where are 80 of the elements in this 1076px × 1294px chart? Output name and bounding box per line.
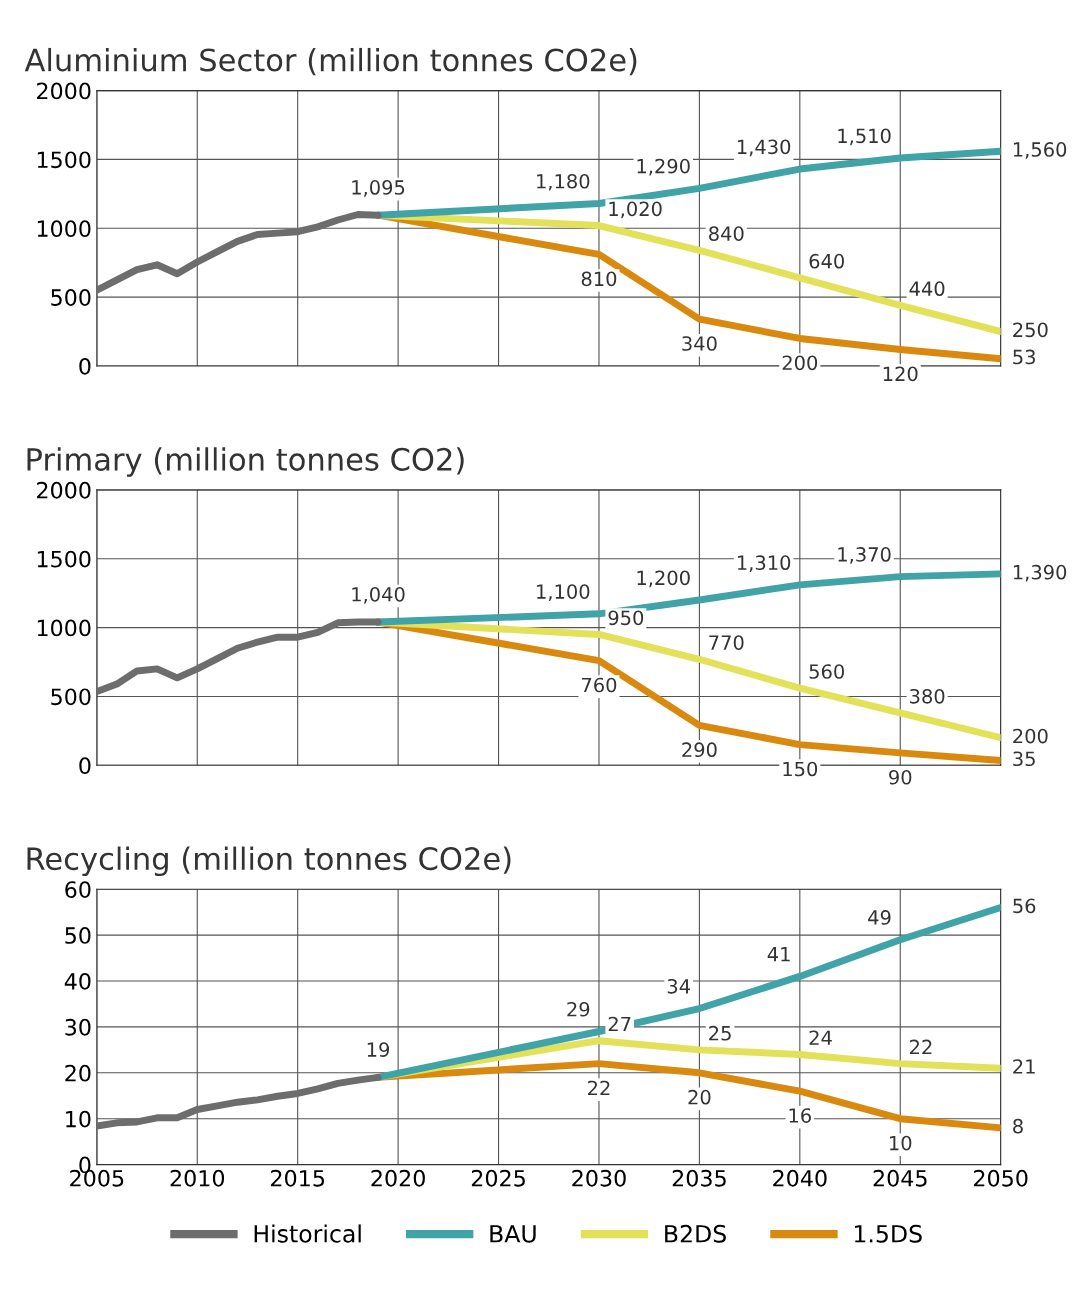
y-tick-label: 50 bbox=[65, 927, 91, 944]
y-tick-label: 40 bbox=[64, 972, 91, 990]
y-tick-label: 2000 bbox=[37, 82, 91, 100]
y-tick-label: 1000 bbox=[37, 619, 91, 637]
legend-label: Historical bbox=[254, 1224, 361, 1243]
data-label: 1,310 bbox=[737, 555, 791, 573]
data-label: 950 bbox=[608, 610, 644, 626]
x-tick-label: 2040 bbox=[773, 1169, 827, 1187]
data-label: 25 bbox=[709, 1025, 731, 1041]
y-tick-label: 500 bbox=[51, 289, 91, 306]
x-tick-label: 2015 bbox=[271, 1169, 325, 1187]
data-label: 19 bbox=[367, 1042, 390, 1057]
data-label: 1,020 bbox=[609, 201, 662, 219]
data-label: 34 bbox=[667, 978, 690, 994]
y-tick-label: 1500 bbox=[37, 550, 91, 568]
data-label: 22 bbox=[588, 1080, 610, 1096]
data-label: 20 bbox=[688, 1089, 711, 1105]
data-label: 200 bbox=[782, 355, 818, 371]
y-tick-label: 500 bbox=[51, 688, 91, 706]
data-label: 1,100 bbox=[537, 584, 590, 601]
data-label: 1,370 bbox=[838, 547, 891, 564]
data-label: 640 bbox=[809, 253, 844, 269]
data-label: 35 bbox=[1013, 751, 1035, 767]
data-label: 1,390 bbox=[1013, 564, 1067, 582]
data-label: 8 bbox=[1013, 1118, 1023, 1134]
data-label: 290 bbox=[682, 742, 717, 758]
data-label: 440 bbox=[909, 281, 945, 297]
x-tick-label: 2010 bbox=[170, 1169, 225, 1187]
data-label: 90 bbox=[889, 769, 912, 785]
data-label: 16 bbox=[789, 1108, 811, 1123]
data-label: 200 bbox=[1013, 728, 1048, 744]
y-tick-label: 0 bbox=[79, 757, 91, 775]
y-tick-label: 0 bbox=[79, 357, 91, 375]
data-label: 1,040 bbox=[352, 586, 405, 604]
data-label: 10 bbox=[890, 1135, 912, 1151]
y-tick-label: 20 bbox=[65, 1064, 91, 1082]
y-tick-label: 10 bbox=[66, 1110, 91, 1128]
data-label: 1,180 bbox=[537, 173, 590, 191]
y-tick-label: 60 bbox=[65, 881, 91, 898]
chart-title: Aluminium Sector (million tonnes CO2e) bbox=[24, 47, 637, 76]
data-label: 1,560 bbox=[1013, 142, 1067, 159]
data-label: 1,290 bbox=[637, 158, 690, 176]
data-label: 1,200 bbox=[637, 570, 690, 588]
data-label: 380 bbox=[910, 688, 945, 704]
data-label: 56 bbox=[1013, 898, 1036, 914]
y-tick-label: 1000 bbox=[37, 220, 91, 238]
data-label: 840 bbox=[709, 226, 744, 241]
data-label: 560 bbox=[809, 664, 844, 679]
x-tick-label: 2025 bbox=[471, 1169, 525, 1187]
legend-label: BAU bbox=[490, 1225, 536, 1243]
data-label: 120 bbox=[883, 366, 918, 382]
legend-label: B2DS bbox=[665, 1224, 726, 1243]
data-label: 810 bbox=[581, 271, 617, 287]
data-label: 24 bbox=[809, 1030, 832, 1045]
data-label: 250 bbox=[1013, 322, 1048, 338]
data-label: 770 bbox=[709, 635, 744, 650]
data-label: 41 bbox=[767, 947, 790, 962]
data-label: 340 bbox=[682, 336, 717, 351]
data-label: 1,510 bbox=[838, 128, 891, 146]
data-label: 27 bbox=[608, 1016, 631, 1032]
data-label: 53 bbox=[1013, 349, 1035, 365]
x-tick-label: 2050 bbox=[974, 1169, 1028, 1187]
data-label: 21 bbox=[1013, 1059, 1035, 1074]
data-label: 150 bbox=[783, 761, 818, 777]
data-label: 760 bbox=[582, 677, 617, 693]
data-label: 1,095 bbox=[352, 180, 405, 197]
data-label: 29 bbox=[567, 1001, 590, 1017]
x-tick-label: 2045 bbox=[873, 1169, 927, 1187]
x-tick-label: 2020 bbox=[371, 1169, 425, 1187]
y-tick-label: 2000 bbox=[37, 481, 91, 499]
y-tick-label: 30 bbox=[65, 1018, 91, 1036]
chart-title: Recycling (million tonnes CO2e) bbox=[27, 846, 511, 877]
x-tick-label: 2035 bbox=[672, 1169, 726, 1187]
data-label: 1,430 bbox=[737, 139, 791, 157]
chart-title: Primary (million tonnes CO2) bbox=[27, 447, 464, 477]
data-label: 22 bbox=[910, 1039, 932, 1055]
x-tick-label: 2030 bbox=[572, 1169, 626, 1187]
legend-label: 1.5DS bbox=[854, 1224, 922, 1243]
y-tick-label: 1500 bbox=[37, 151, 91, 169]
data-label: 49 bbox=[868, 910, 891, 925]
